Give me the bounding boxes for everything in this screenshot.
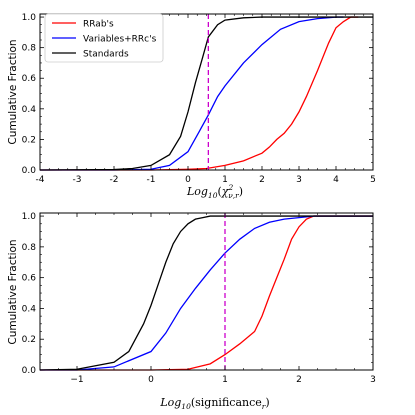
- bottom-panel: −1 0 1 2 3 0.0 0.2 0.4 0.6 0.8 1.0 Cumulative Frac…: [7, 212, 376, 411]
- top-y-tick-label: 0.0: [22, 166, 37, 176]
- top-x-tick-label: 5: [370, 175, 376, 185]
- bottom-series-variables-rrc-s: [40, 215, 373, 371]
- top-y-tick-label: 0.4: [22, 105, 37, 115]
- top-x-tick-label: -4: [36, 175, 45, 185]
- legend-label-rrab: RRab's: [83, 20, 114, 30]
- top-x-tick-label: 2: [259, 175, 265, 185]
- top-x-tick-label: 3: [296, 175, 302, 185]
- top-y-tick-label: 0.6: [22, 74, 37, 84]
- bottom-y-tick-label: 0.6: [22, 274, 37, 284]
- top-series-rrab-s: [40, 16, 359, 171]
- bottom-series-rrab-s: [40, 215, 373, 371]
- bottom-axis-ticks: −1 0 1 2 3 0.0 0.2 0.4 0.6 0.8 1.0: [22, 212, 376, 385]
- legend-label-standards: Standards: [83, 50, 129, 60]
- top-x-axis-label: Log10(χ2 ν,r): [186, 183, 243, 200]
- top-series-standards: [39, 16, 373, 171]
- top-x-tick-label: 4: [333, 175, 339, 185]
- top-x-tick-label: -2: [110, 175, 119, 185]
- bottom-y-tick-label: 1.0: [22, 212, 37, 222]
- top-series-variables-rrc-s: [40, 16, 344, 171]
- bottom-x-tick-label: 0: [148, 375, 154, 385]
- top-x-tick-label: -1: [147, 175, 156, 185]
- bottom-y-tick-label: 0.0: [22, 366, 37, 376]
- bottom-x-tick-label: 3: [370, 375, 376, 385]
- top-x-tick-label: -3: [73, 175, 82, 185]
- top-axis-ticks: -4 -3 -2 -1 0 1 2 3 4 5 0.0 0.2 0.4 0.6 0.8 1.0: [22, 13, 376, 185]
- bottom-y-axis-label: Cumulative Fraction: [7, 239, 19, 344]
- bottom-y-tick-label: 0.4: [22, 304, 37, 314]
- top-y-tick-label: 1.0: [22, 13, 37, 23]
- legend: RRab's Variables+RRc's Standards: [44, 13, 164, 63]
- bottom-y-tick-label: 0.2: [22, 335, 36, 345]
- top-x-tick-label: 0: [185, 175, 191, 185]
- top-panel: -4 -3 -2 -1 0 1 2 3 4 5 0.0 0.2 0.4 0.6 0.8 1.0 Cumulat…: [7, 13, 376, 200]
- bottom-x-tick-label: 1: [222, 375, 228, 385]
- bottom-series-standards: [39, 215, 373, 371]
- top-y-tick-label: 0.8: [22, 44, 37, 54]
- bottom-y-tick-label: 0.8: [22, 243, 37, 253]
- bottom-x-axis-label: Log10(significancer): [159, 396, 269, 411]
- bottom-series-lines: [39, 215, 373, 371]
- top-y-tick-label: 0.2: [22, 135, 36, 145]
- top-series-lines: [39, 16, 373, 171]
- legend-box: [44, 13, 164, 63]
- top-x-tick-label: 1: [222, 175, 228, 185]
- top-y-axis-label: Cumulative Fraction: [7, 39, 19, 144]
- legend-label-variables-rrc: Variables+RRc's: [83, 35, 157, 45]
- bottom-x-tick-label: 2: [296, 375, 302, 385]
- bottom-plot-frame: [39, 212, 374, 371]
- bottom-x-tick-label: −1: [70, 375, 83, 385]
